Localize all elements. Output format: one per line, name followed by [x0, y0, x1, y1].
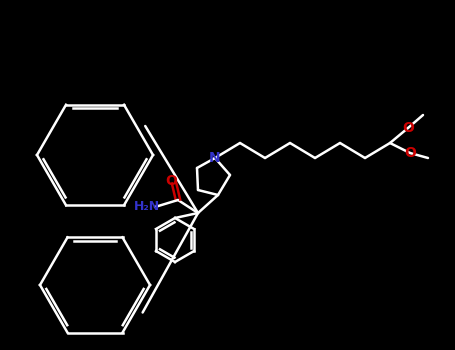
Text: N: N — [209, 151, 221, 165]
Text: O: O — [402, 121, 414, 135]
Text: O: O — [165, 174, 177, 188]
Text: O: O — [404, 146, 416, 160]
Text: H₂N: H₂N — [134, 201, 160, 214]
